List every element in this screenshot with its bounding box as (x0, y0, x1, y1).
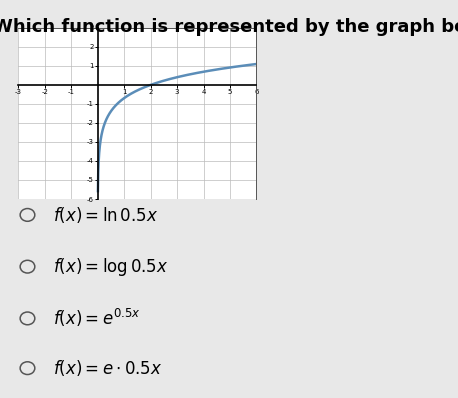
Text: Which function is represented by the graph below?: Which function is represented by the gra… (0, 18, 458, 36)
Text: $f(x) = \ln 0.5x$: $f(x) = \ln 0.5x$ (53, 205, 158, 225)
Text: $f(x) = e \cdot 0.5x$: $f(x) = e \cdot 0.5x$ (53, 358, 162, 378)
Text: $f(x) = e^{0.5x}$: $f(x) = e^{0.5x}$ (53, 307, 140, 330)
Text: $f(x) = \log 0.5x$: $f(x) = \log 0.5x$ (53, 256, 168, 278)
